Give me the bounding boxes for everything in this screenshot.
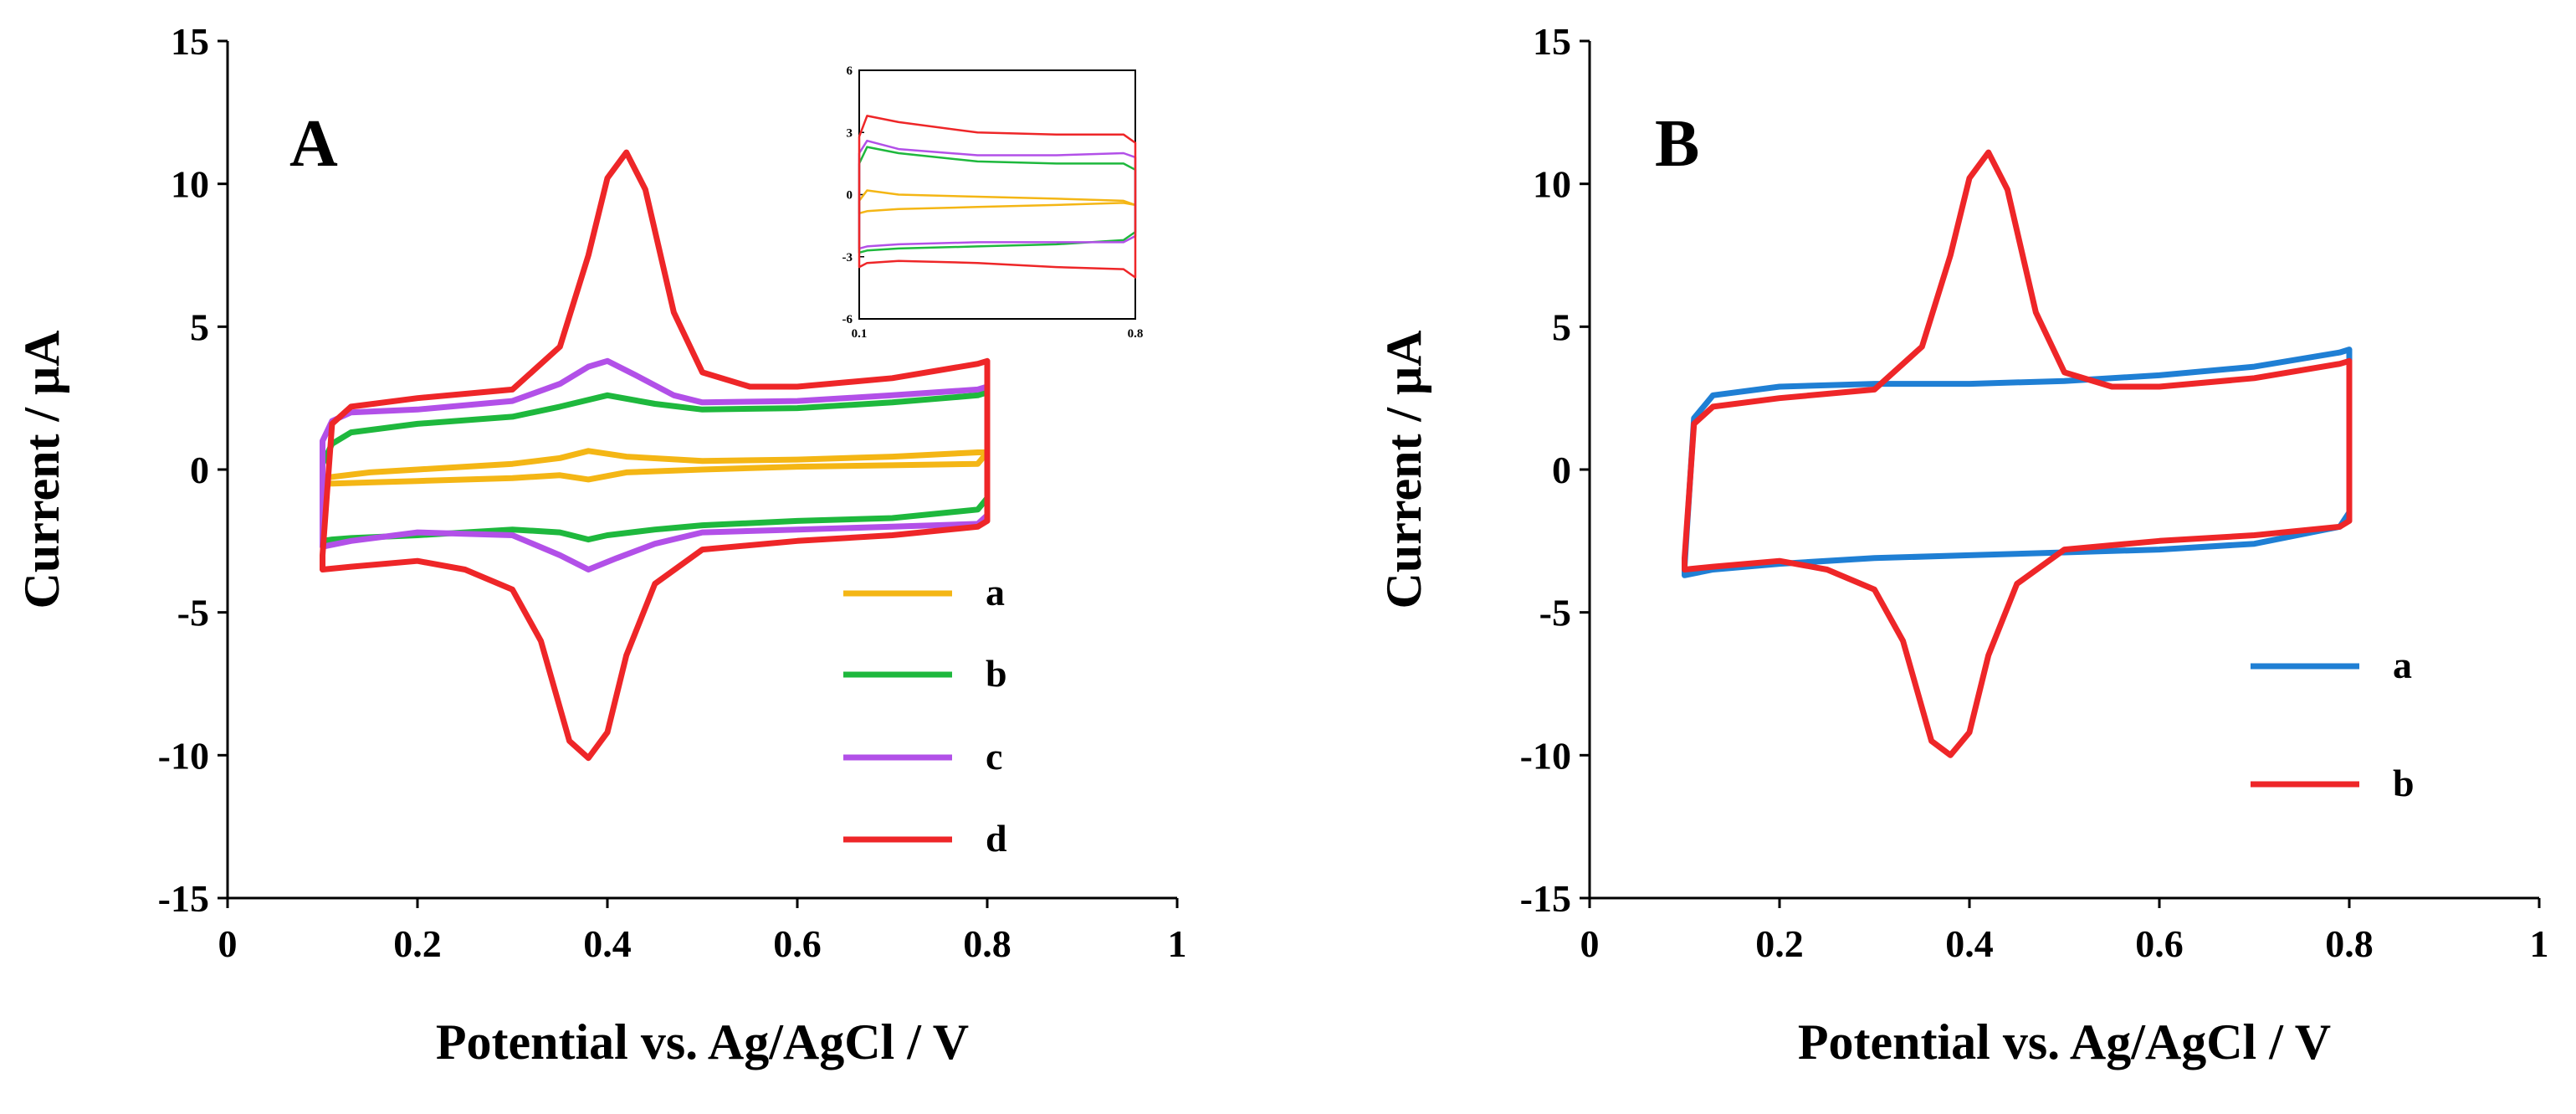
legend-label-c: c [986,735,1002,778]
inset-series-line-d [858,115,1137,279]
x-tick-label: 0.2 [1755,922,1804,965]
inset-x-tick-label: 0.1 [852,327,868,341]
x-tick-label: 0.8 [2325,922,2374,965]
legend-label-b: b [986,652,1007,695]
x-tick-label: 1 [1168,922,1187,965]
inset-y-tick-label: 0 [847,189,853,203]
x-tick-label: 0.6 [2135,922,2184,965]
inset-y-tick-label: -6 [842,313,853,326]
inset-y-tick-label: 3 [847,126,853,140]
x-tick-label: 1 [2530,922,2549,965]
x-tick-label: 0.4 [583,922,632,965]
y-tick-label: -10 [1520,734,1571,777]
y-axis-title: Current / μA [14,331,69,609]
y-tick-label: -5 [1539,592,1571,634]
x-tick-label: 0.8 [963,922,1011,965]
y-tick-label: 15 [171,20,209,63]
y-tick-label: 5 [190,305,209,348]
series-line-a [320,448,991,487]
y-tick-label: 10 [1533,163,1571,206]
inset-chart: 6 3 0 -3 -60.1 0.8 [842,64,1144,341]
y-tick-label: -5 [177,592,209,634]
y-tick-label: 5 [1552,305,1571,348]
x-tick-label: 0.2 [393,922,442,965]
legend-label-a: a [2393,644,2412,686]
x-axis-title: Potential vs. Ag/AgCl / V [1798,1014,2331,1070]
y-tick-label: -10 [158,734,209,777]
inset-x-tick-label: 0.8 [1128,327,1144,341]
inset-series-line-a [858,189,1137,215]
legend-label-b: b [2393,762,2415,804]
x-tick-label: 0 [218,922,238,965]
inset-y-tick-label: 6 [847,64,853,78]
legend-label-a: a [986,571,1005,613]
series-line-d [320,149,991,762]
y-tick-label: -15 [1520,877,1571,920]
panel-label: A [289,107,338,181]
y-tick-label: 0 [190,449,209,491]
y-tick-label: 0 [1552,449,1571,491]
x-tick-label: 0.6 [773,922,822,965]
series-line-a [1682,347,2353,578]
series-line-b [1682,149,2353,758]
panel-label: B [1655,107,1699,181]
inset-y-tick-label: -3 [842,251,853,264]
y-tick-label: 15 [1533,20,1571,63]
y-axis-title: Current / μA [1376,331,1431,609]
x-tick-label: 0 [1580,922,1600,965]
x-axis-title: Potential vs. Ag/AgCl / V [436,1014,969,1070]
legend-label-d: d [986,817,1007,860]
x-tick-label: 0.4 [1945,922,1994,965]
y-tick-label: -15 [158,877,209,920]
y-tick-label: 10 [171,163,209,206]
